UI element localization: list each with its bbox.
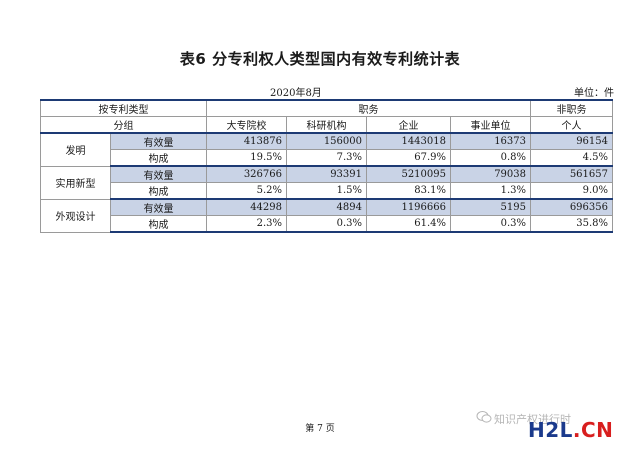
watermark-text: 知识产权进行时 [494,413,571,426]
table-row: 发明 有效量 413876 156000 1443018 16373 96154 [40,132,613,167]
cell: 7.3% [286,149,367,167]
date-label: 2020年8月 [270,88,322,99]
cell: 2.3% [206,215,287,233]
row-label: 构成 [110,182,207,200]
section-type: 发明 [40,132,111,167]
row-label: 有效量 [110,132,207,150]
cell: 83.1% [366,182,451,200]
unit-label: 单位：件 [574,88,614,99]
header-col: 大专院校 [206,116,287,134]
cell: 0.3% [450,215,531,233]
cell: 156000 [286,132,367,150]
wechat-icon [476,411,492,423]
header-col: 事业单位 [450,116,531,134]
table-row: 构成 2.3% 0.3% 61.4% 0.3% 35.8% [41,215,613,233]
cell: 1.5% [286,182,367,200]
header-group-service: 职务 [206,99,531,117]
cell: 561657 [530,165,613,183]
cell: 61.4% [366,215,451,233]
cell: 35.8% [530,215,613,233]
logo-right: .CN [572,418,614,442]
row-label: 构成 [110,215,207,233]
cell: 19.5% [206,149,287,167]
header-col: 企业 [366,116,451,134]
header-col: 个人 [530,116,613,134]
cell: 696356 [530,198,613,216]
cell: 16373 [450,132,531,150]
cell: 413876 [206,132,287,150]
cell: 44298 [206,198,287,216]
cell: 93391 [286,165,367,183]
header-group-nonservice: 非职务 [530,99,613,117]
header-grouping: 分组 [40,116,207,134]
logo-left: H2L [528,418,573,442]
table-row: 外观设计 有效量 44298 4894 1196666 5195 696356 [40,198,613,233]
cell: 4.5% [530,149,613,167]
cell: 5195 [450,198,531,216]
row-label: 有效量 [110,165,207,183]
cell: 4894 [286,198,367,216]
table-title: 表6 分专利权人类型国内有效专利统计表 [179,50,461,68]
header-row-1: 按专利类型 职务 非职务 [40,99,613,117]
header-row-2: 分组 大专院校 科研机构 企业 事业单位 个人 [40,116,613,134]
section-type: 外观设计 [40,198,111,233]
cell: 67.9% [366,149,451,167]
table-row: 实用新型 有效量 326766 93391 5210095 79038 5616… [40,165,613,200]
section-type: 实用新型 [40,165,111,200]
cell: 9.0% [530,182,613,200]
table-row: 构成 5.2% 1.5% 83.1% 1.3% 9.0% [41,182,613,200]
cell: 326766 [206,165,287,183]
cell: 1443018 [366,132,451,150]
cell: 96154 [530,132,613,150]
cell: 1196666 [366,198,451,216]
table-row: 构成 19.5% 7.3% 67.9% 0.8% 4.5% [41,149,613,167]
site-logo: H2L.CN [528,418,613,442]
header-col: 科研机构 [286,116,367,134]
cell: 5.2% [206,182,287,200]
cell: 5210095 [366,165,451,183]
cell: 0.3% [286,215,367,233]
patent-stats-table: 按专利类型 职务 非职务 分组 大专院校 科研机构 企业 事业单位 个人 发明 … [40,99,613,233]
cell: 0.8% [450,149,531,167]
row-label: 构成 [110,149,207,167]
page-number: 第 7 页 [305,424,335,434]
cell: 1.3% [450,182,531,200]
row-label: 有效量 [110,198,207,216]
cell: 79038 [450,165,531,183]
header-patent-type: 按专利类型 [40,99,207,117]
